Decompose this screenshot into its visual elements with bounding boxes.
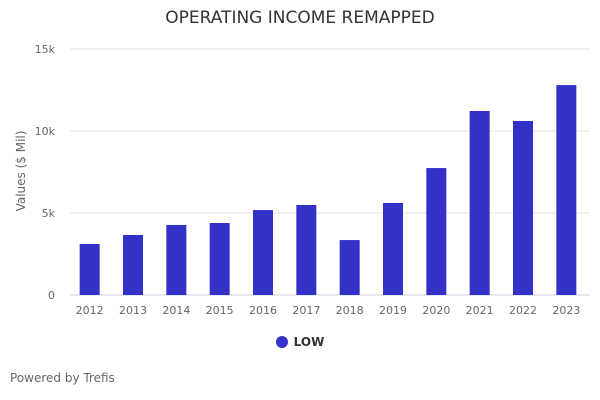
bar-2014 xyxy=(166,224,187,295)
powered-by-credit[interactable]: Powered by Trefis xyxy=(10,371,115,385)
x-tick-label: 2018 xyxy=(336,304,364,317)
bar-2022 xyxy=(513,120,533,295)
x-tick-label: 2013 xyxy=(119,304,147,317)
bar-2016 xyxy=(253,210,273,295)
x-tick-label: 2017 xyxy=(292,304,320,317)
y-tick-label: 0 xyxy=(48,289,55,302)
bar-2018 xyxy=(339,240,360,295)
bar-2019 xyxy=(383,202,403,295)
y-tick-label: 10k xyxy=(35,125,56,138)
x-tick-label: 2016 xyxy=(249,304,277,317)
chart-title: OPERATING INCOME REMAPPED xyxy=(165,8,435,28)
bar-2013 xyxy=(123,234,143,295)
bar-2023 xyxy=(556,85,577,295)
legend[interactable]: LOW xyxy=(0,335,600,349)
y-axis-label: Values ($ Mil) xyxy=(14,131,28,212)
x-tick-label: 2021 xyxy=(466,304,494,317)
y-tick-label: 15k xyxy=(35,43,56,56)
x-tick-label: 2020 xyxy=(422,304,450,317)
x-tick-label: 2023 xyxy=(552,304,580,317)
bar-2020 xyxy=(426,168,447,295)
bar-2012 xyxy=(79,243,100,295)
x-tick-label: 2022 xyxy=(509,304,537,317)
y-tick-label: 5k xyxy=(42,207,56,220)
x-tick-label: 2014 xyxy=(162,304,190,317)
legend-marker-icon xyxy=(275,336,288,348)
x-tick-label: 2019 xyxy=(379,304,407,317)
bar-chart: 0 5k 10k 15k Values ($ Mil) 2012 2013 2014 2015 2… xyxy=(14,43,590,317)
bar-2021 xyxy=(469,110,490,295)
legend-label: LOW xyxy=(293,335,325,349)
x-tick-label: 2015 xyxy=(206,304,234,317)
bar-2015 xyxy=(209,223,230,295)
x-tick-label: 2012 xyxy=(76,304,104,317)
bar-2017 xyxy=(296,204,317,295)
